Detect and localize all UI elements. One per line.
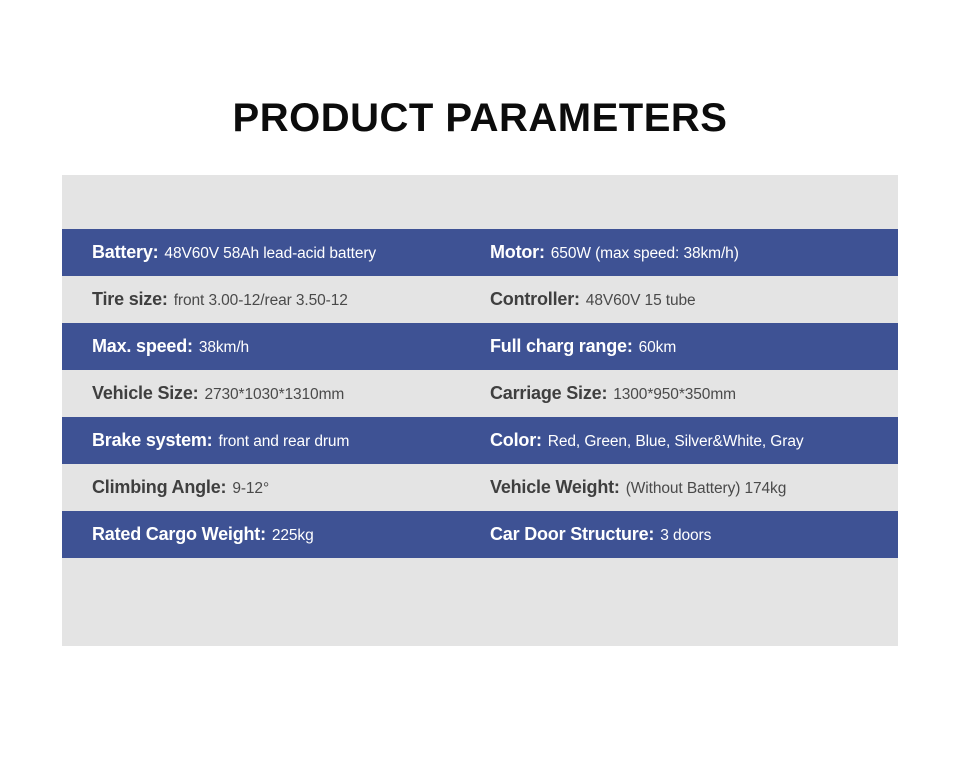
label-car-door-structure: Car Door Structure: xyxy=(490,524,654,545)
table-row: Rated Cargo Weight: 225kg Car Door Struc… xyxy=(62,511,898,558)
table-row: Battery: 48V60V 58Ah lead-acid battery M… xyxy=(62,229,898,276)
value-battery: 48V60V 58Ah lead-acid battery xyxy=(164,245,376,263)
parameters-table: Battery: 48V60V 58Ah lead-acid battery M… xyxy=(62,175,898,646)
cell-vehicle-weight: Vehicle Weight: (Without Battery) 174kg xyxy=(480,477,898,498)
cell-car-door-structure: Car Door Structure: 3 doors xyxy=(480,524,898,545)
page: PRODUCT PARAMETERS Battery: 48V60V 58Ah … xyxy=(0,0,960,760)
label-vehicle-weight: Vehicle Weight: xyxy=(490,477,620,498)
label-battery: Battery: xyxy=(92,242,158,263)
table-row: Climbing Angle: 9-12° Vehicle Weight: (W… xyxy=(62,464,898,511)
cell-color: Color: Red, Green, Blue, Silver&White, G… xyxy=(480,430,898,451)
cell-climbing-angle: Climbing Angle: 9-12° xyxy=(62,477,480,498)
value-vehicle-weight: (Without Battery) 174kg xyxy=(626,480,787,498)
cell-motor: Motor: 650W (max speed: 38km/h) xyxy=(480,242,898,263)
label-vehicle-size: Vehicle Size: xyxy=(92,383,198,404)
label-rated-cargo-weight: Rated Cargo Weight: xyxy=(92,524,266,545)
value-controller: 48V60V 15 tube xyxy=(586,292,696,310)
label-max-speed: Max. speed: xyxy=(92,336,193,357)
table-row: Tire size: front 3.00-12/rear 3.50-12 Co… xyxy=(62,276,898,323)
cell-max-speed: Max. speed: 38km/h xyxy=(62,336,480,357)
cell-tire-size: Tire size: front 3.00-12/rear 3.50-12 xyxy=(62,289,480,310)
table-row: Max. speed: 38km/h Full charg range: 60k… xyxy=(62,323,898,370)
value-rated-cargo-weight: 225kg xyxy=(272,527,314,545)
cell-battery: Battery: 48V60V 58Ah lead-acid battery xyxy=(62,242,480,263)
label-carriage-size: Carriage Size: xyxy=(490,383,607,404)
label-full-charge-range: Full charg range: xyxy=(490,336,633,357)
cell-carriage-size: Carriage Size: 1300*950*350mm xyxy=(480,383,898,404)
label-motor: Motor: xyxy=(490,242,545,263)
value-tire-size: front 3.00-12/rear 3.50-12 xyxy=(174,292,348,310)
cell-vehicle-size: Vehicle Size: 2730*1030*1310mm xyxy=(62,383,480,404)
value-carriage-size: 1300*950*350mm xyxy=(613,386,736,404)
value-max-speed: 38km/h xyxy=(199,339,249,357)
table-row: Vehicle Size: 2730*1030*1310mm Carriage … xyxy=(62,370,898,417)
value-motor: 650W (max speed: 38km/h) xyxy=(551,245,739,263)
value-car-door-structure: 3 doors xyxy=(660,527,711,545)
page-title: PRODUCT PARAMETERS xyxy=(233,96,728,141)
cell-full-charge-range: Full charg range: 60km xyxy=(480,336,898,357)
label-tire-size: Tire size: xyxy=(92,289,168,310)
cell-rated-cargo-weight: Rated Cargo Weight: 225kg xyxy=(62,524,480,545)
value-vehicle-size: 2730*1030*1310mm xyxy=(204,386,344,404)
value-color: Red, Green, Blue, Silver&White, Gray xyxy=(548,433,804,451)
value-climbing-angle: 9-12° xyxy=(232,480,269,498)
table-row: Brake system: front and rear drum Color:… xyxy=(62,417,898,464)
label-controller: Controller: xyxy=(490,289,580,310)
label-climbing-angle: Climbing Angle: xyxy=(92,477,226,498)
cell-brake-system: Brake system: front and rear drum xyxy=(62,430,480,451)
value-brake-system: front and rear drum xyxy=(218,433,349,451)
cell-controller: Controller: 48V60V 15 tube xyxy=(480,289,898,310)
label-color: Color: xyxy=(490,430,542,451)
label-brake-system: Brake system: xyxy=(92,430,212,451)
value-full-charge-range: 60km xyxy=(639,339,677,357)
